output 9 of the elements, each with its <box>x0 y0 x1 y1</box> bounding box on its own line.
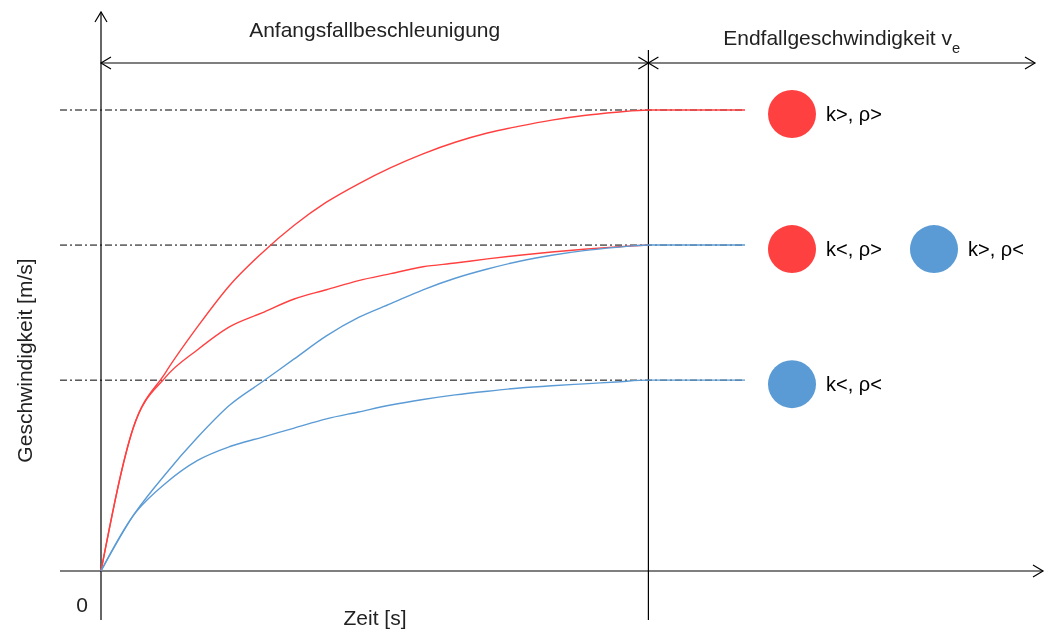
text: 0 <box>76 593 88 616</box>
legend-label: k>, ρ< <box>968 238 1024 261</box>
text: Anfangsfallbeschleunigung <box>249 18 501 41</box>
x-axis-title: Zeit [s] <box>343 606 407 629</box>
legend-label: k<, ρ< <box>826 373 882 396</box>
legend-label: k>, ρ> <box>826 103 882 125</box>
text: Endfallgeschwindigkeit v$_{e}$ <box>723 26 961 56</box>
legend-label: k<, ρ> <box>826 238 882 261</box>
y-axis-title: Geschwindigkeit [m/s] <box>13 258 36 463</box>
